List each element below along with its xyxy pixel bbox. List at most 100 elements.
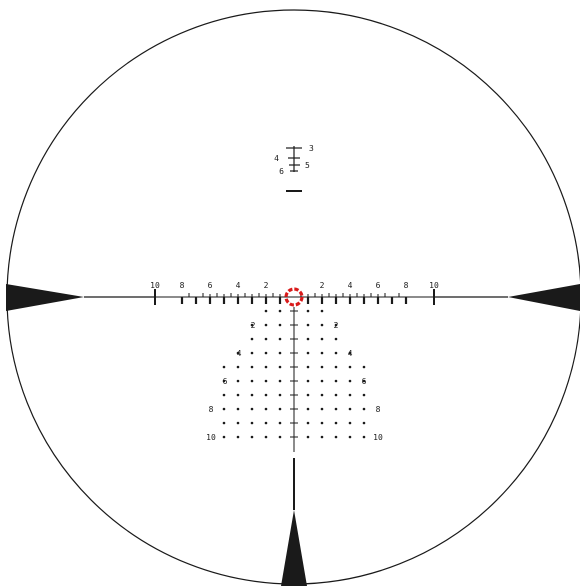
holdover-dot	[362, 421, 366, 425]
holdover-dot	[250, 393, 254, 397]
holdover-dot	[264, 435, 268, 439]
dot-grid-row-labels: 2 2 4 4 6 6 8 8 10 10	[206, 321, 383, 442]
holdover-dot	[222, 421, 226, 425]
left-post	[6, 284, 84, 311]
holdover-dot	[250, 407, 254, 411]
holdover-dot	[306, 379, 310, 383]
holdover-dot	[278, 421, 282, 425]
holdover-dot	[250, 421, 254, 425]
holdover-dot	[250, 435, 254, 439]
row-label-right: 2	[334, 321, 339, 330]
holdover-dot	[320, 323, 324, 327]
holdover-dot	[222, 407, 226, 411]
holdover-dot	[334, 365, 338, 369]
holdover-dot	[348, 421, 352, 425]
holdover-dot	[278, 407, 282, 411]
holdover-dot	[306, 421, 310, 425]
holdover-dot	[250, 351, 254, 355]
holdover-dot	[320, 407, 324, 411]
center-ring	[284, 287, 304, 307]
holdover-dot	[278, 337, 282, 341]
holdover-dot	[278, 351, 282, 355]
holdover-dot	[278, 323, 282, 327]
holdover-dot	[278, 435, 282, 439]
holdover-dot-grid	[222, 309, 366, 439]
row-label-right: 8	[376, 405, 381, 414]
h-scale-label: 4	[348, 281, 353, 290]
holdover-dot	[306, 435, 310, 439]
row-label-left: 8	[209, 405, 214, 414]
holdover-dot	[222, 393, 226, 397]
top-scale-label: 6	[279, 167, 284, 176]
h-scale-label: 6	[376, 281, 381, 290]
holdover-dot	[278, 365, 282, 369]
holdover-dot	[320, 393, 324, 397]
h-scale-label: 6	[208, 281, 213, 290]
holdover-dot	[362, 435, 366, 439]
horizontal-scale-labels: 10 8 6 4 2 2 4 6 8 10	[150, 281, 439, 290]
holdover-dot	[264, 323, 268, 327]
holdover-dot	[334, 393, 338, 397]
top-scale-label: 5	[305, 161, 310, 170]
row-label-left: 2	[251, 321, 256, 330]
holdover-dot	[278, 309, 282, 313]
row-label-left: 10	[206, 433, 216, 442]
h-scale-label: 8	[180, 281, 185, 290]
holdover-dot	[348, 407, 352, 411]
right-post	[508, 284, 580, 311]
holdover-dot	[320, 309, 324, 313]
row-label-right: 6	[362, 377, 367, 386]
holdover-dot	[236, 351, 240, 355]
holdover-dot	[320, 435, 324, 439]
holdover-dot	[222, 435, 226, 439]
holdover-dot	[334, 435, 338, 439]
red-dashed-ring-icon	[284, 287, 304, 307]
top-range-scale: 3 4 5 6	[274, 144, 314, 176]
holdover-dot	[278, 393, 282, 397]
holdover-dot	[236, 421, 240, 425]
h-scale-label: 2	[320, 281, 325, 290]
row-label-left: 4	[237, 349, 242, 358]
holdover-dot	[278, 379, 282, 383]
holdover-dot	[306, 407, 310, 411]
row-label-right: 4	[348, 349, 353, 358]
holdover-dot	[320, 365, 324, 369]
holdover-dot	[236, 393, 240, 397]
holdover-dot	[236, 365, 240, 369]
holdover-dot	[222, 365, 226, 369]
h-scale-label: 8	[404, 281, 409, 290]
holdover-dot	[334, 407, 338, 411]
holdover-dot	[320, 351, 324, 355]
top-scale-label: 3	[309, 144, 314, 153]
holdover-dot	[306, 351, 310, 355]
holdover-dot	[306, 393, 310, 397]
holdover-dot	[348, 379, 352, 383]
bottom-post	[281, 510, 307, 586]
holdover-dot	[320, 379, 324, 383]
h-scale-label: 10	[429, 281, 439, 290]
holdover-dot	[250, 337, 254, 341]
top-scale-label: 4	[274, 154, 279, 163]
row-label-left: 6	[223, 377, 228, 386]
holdover-dot	[264, 393, 268, 397]
holdover-dot	[306, 323, 310, 327]
row-label-right: 10	[373, 433, 383, 442]
holdover-dot	[250, 379, 254, 383]
holdover-dot	[362, 379, 366, 383]
holdover-dot	[306, 309, 310, 313]
holdover-dot	[334, 351, 338, 355]
holdover-dot	[348, 435, 352, 439]
holdover-dot	[236, 435, 240, 439]
holdover-dot	[264, 351, 268, 355]
holdover-dot	[362, 407, 366, 411]
holdover-dot	[348, 351, 352, 355]
holdover-dot	[264, 379, 268, 383]
holdover-dot	[236, 407, 240, 411]
holdover-dot	[264, 365, 268, 369]
holdover-dot	[222, 379, 226, 383]
holdover-dot	[236, 379, 240, 383]
holdover-dot	[306, 365, 310, 369]
holdover-dot	[264, 421, 268, 425]
